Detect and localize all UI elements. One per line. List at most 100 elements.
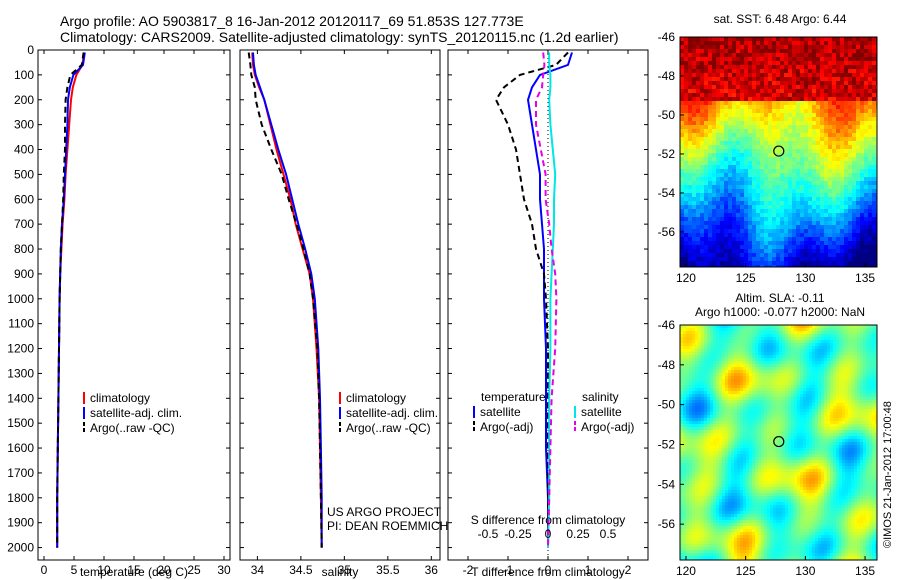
- x-tick-label: 2: [625, 563, 632, 577]
- top-x-axis-label: S difference from climatology: [471, 513, 626, 527]
- salinity-panel: 34 34.5 35 35.5 36 salinity climatologysatelli…: [239, 49, 441, 579]
- series-group: [494, 50, 573, 560]
- map-x-tick-label: 135: [855, 564, 875, 578]
- legend-label: satellite-adj. clim.: [346, 406, 438, 420]
- y-tick-label: 700: [14, 217, 34, 231]
- x-tick-label: 0: [545, 563, 552, 577]
- series-line: [252, 52, 323, 548]
- series-line: [56, 52, 86, 548]
- y-tick-label: 1900: [7, 516, 34, 530]
- sst-map: [680, 37, 877, 267]
- legend-label: Argo(..raw -QC): [90, 421, 175, 435]
- y-tick-label: 1400: [7, 391, 34, 405]
- series-line: [494, 51, 569, 548]
- y-tick-label: 300: [14, 118, 34, 132]
- map-y-tick-label: -56: [658, 517, 676, 531]
- top-x-tick-label: 0: [545, 527, 552, 541]
- y-tick-label: 1200: [7, 342, 34, 356]
- x-axis-label: salinity: [322, 565, 359, 579]
- legend-label: Argo(-adj): [480, 420, 533, 434]
- y-tick-label: 600: [14, 192, 34, 206]
- x-axis-label: T difference from climatology: [471, 565, 625, 579]
- credit-line1: US ARGO PROJECT: [327, 505, 442, 519]
- argo-position-marker: [773, 435, 785, 448]
- series-line: [56, 52, 86, 548]
- top-x-tick-label: 0.25: [566, 527, 590, 541]
- y-tick-label: 2000: [7, 541, 34, 555]
- series-line: [526, 52, 573, 548]
- y-tick-label: 900: [14, 267, 34, 281]
- map-frame: [679, 36, 878, 268]
- argo-position-marker: [773, 145, 785, 157]
- sla-map-subtitle: Argo h1000: -0.077 h2000: NaN: [695, 305, 865, 319]
- map-x-tick-label: 130: [795, 564, 815, 578]
- figure-title-line2: Climatology: CARS2009. Satellite-adjuste…: [60, 29, 619, 45]
- x-tick-label: 10: [97, 563, 111, 577]
- x-tick-label: -1: [503, 563, 514, 577]
- y-tick-label: 1500: [7, 416, 34, 430]
- map-x-tick-label: 130: [795, 271, 815, 285]
- figure-title-line1: Argo profile: AO 5903817_8 16-Jan-2012 2…: [60, 13, 524, 29]
- y-tick-label: 1300: [7, 366, 34, 380]
- y-tick-label: 1000: [7, 292, 34, 306]
- sla-map: [680, 325, 877, 560]
- top-x-tick-label: -0.5: [478, 527, 499, 541]
- x-tick-label: 34: [251, 563, 265, 577]
- legend-label: Argo(-adj): [581, 420, 634, 434]
- series-line: [247, 52, 323, 548]
- x-tick-label: 25: [187, 563, 201, 577]
- map-y-tick-label: -52: [658, 147, 676, 161]
- top-x-tick-label: -0.25: [504, 527, 532, 541]
- x-axis-label: temperature (deg C): [80, 565, 188, 579]
- map-y-tick-label: -48: [658, 358, 676, 372]
- map-y-tick-label: -46: [658, 318, 676, 332]
- y-tick-label: 1800: [7, 491, 34, 505]
- y-tick-label: 500: [14, 167, 34, 181]
- difference-panel: -2 -1 0 1 2T difference from climatology -0.5…: [447, 49, 649, 579]
- legend-group-title: salinity: [582, 390, 619, 404]
- y-tick-label: 1600: [7, 441, 34, 455]
- legend-label: Argo(..raw -QC): [346, 421, 431, 435]
- legend-label: satellite: [480, 405, 521, 419]
- map-frame: [679, 324, 878, 561]
- map-x-tick-label: 120: [676, 564, 696, 578]
- sst-map-title: sat. SST: 6.48 Argo: 6.44: [714, 12, 847, 26]
- temperature-panel: 0100200300400500600700800900100011001200…: [7, 43, 231, 579]
- x-tick-label: 30: [217, 563, 231, 577]
- y-tick-label: 400: [14, 143, 34, 157]
- x-tick-label: 20: [157, 563, 171, 577]
- x-tick-label: 1: [585, 563, 592, 577]
- y-tick-label: 0: [27, 43, 34, 57]
- map-x-tick-label: 125: [736, 271, 756, 285]
- x-tick-label: 35: [338, 563, 352, 577]
- series-line: [535, 52, 558, 548]
- x-tick-label: 34.5: [289, 563, 313, 577]
- series-line: [56, 52, 85, 548]
- top-x-tick-label: 0.5: [600, 527, 617, 541]
- x-tick-label: 35.5: [376, 563, 400, 577]
- y-tick-label: 200: [14, 93, 34, 107]
- x-tick-label: 5: [71, 563, 78, 577]
- map-x-tick-label: 135: [855, 271, 875, 285]
- map-y-tick-label: -52: [658, 437, 676, 451]
- x-tick-label: -2: [463, 563, 474, 577]
- map-y-tick-label: -48: [658, 69, 676, 83]
- y-tick-label: 1100: [8, 317, 34, 331]
- legend-label: climatology: [90, 391, 150, 405]
- map-y-tick-label: -56: [658, 225, 676, 239]
- sla-map-title: Altim. SLA: -0.11: [735, 291, 824, 305]
- y-tick-label: 800: [14, 242, 34, 256]
- y-tick-label: 1700: [7, 466, 34, 480]
- x-tick-label: 15: [127, 563, 141, 577]
- y-tick-label: 100: [14, 68, 34, 82]
- x-tick-label: 0: [41, 563, 48, 577]
- map-y-tick-label: -54: [658, 477, 676, 491]
- legend-group-title: temperature: [481, 390, 546, 404]
- map-y-tick-label: -54: [658, 186, 676, 200]
- legend-label: satellite: [581, 405, 622, 419]
- map-axes: 120 125 130 135 -46 -48 -50 -52 -54 -56 120 125 130 1…: [658, 30, 878, 578]
- series-group: [247, 52, 323, 548]
- imos-watermark: ©IMOS 21-Jan-2012 17:00:48: [882, 401, 894, 548]
- map-x-tick-label: 120: [676, 271, 696, 285]
- x-tick-label: 36: [425, 563, 439, 577]
